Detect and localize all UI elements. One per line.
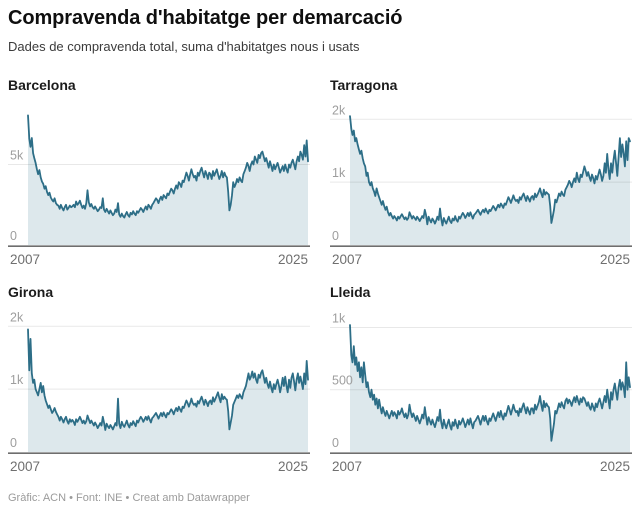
- x-axis-label-start: 2007: [10, 252, 40, 267]
- chart-panel-title: Lleida: [330, 284, 371, 301]
- chart-panel-title: Tarragona: [330, 77, 398, 94]
- y-tick-label: 1k: [332, 311, 346, 325]
- y-tick-label: 1k: [332, 166, 346, 180]
- data-line: [27, 328, 309, 431]
- y-tick-label: 0: [332, 436, 339, 450]
- x-axis-label-start: 2007: [10, 459, 40, 474]
- area-fill: [350, 116, 630, 246]
- y-tick-label: 2k: [10, 310, 24, 324]
- chart-panel-lleida: Lleida 1k 500 0 2007 2025: [330, 284, 632, 476]
- x-axis-label-start: 2007: [332, 459, 362, 474]
- chart-canvas: 2k 1k 0 2007 2025: [8, 310, 310, 474]
- page-subtitle: Dades de compravenda total, suma d'habit…: [8, 39, 360, 54]
- chart-canvas: 5k 0 2007 2025: [8, 114, 310, 267]
- y-tick-label: 5k: [10, 149, 24, 163]
- charts-grid: Barcelona 5k 0 2007 2025 Tarragona 2k 1k 0 2007 20…: [8, 77, 632, 476]
- footer-credit: Gràfic: ACN • Font: INE • Creat amb Data…: [8, 491, 250, 504]
- chart-panel-barcelona: Barcelona 5k 0 2007 2025: [8, 77, 310, 269]
- x-axis-label-end: 2025: [278, 252, 308, 267]
- y-tick-label: 0: [332, 229, 339, 243]
- chart-panel-girona: Girona 2k 1k 0 2007 2025: [8, 284, 310, 476]
- x-axis-label-end: 2025: [600, 459, 630, 474]
- page-title: Compravenda d'habitatge per demarcació: [8, 7, 403, 29]
- y-tick-label: 500: [332, 374, 353, 388]
- y-tick-label: 2k: [332, 103, 346, 117]
- chart-panel-title: Girona: [8, 284, 54, 301]
- x-axis-label-end: 2025: [600, 252, 630, 267]
- y-tick-label: 1k: [10, 373, 24, 387]
- area-fill: [28, 115, 308, 246]
- chart-header: Compravenda d'habitatge per demarcació D…: [8, 6, 630, 55]
- x-axis-label-end: 2025: [278, 459, 308, 474]
- y-tick-label: 0: [10, 436, 17, 450]
- data-line: [27, 114, 309, 219]
- data-line: [349, 115, 631, 227]
- chart-canvas: 2k 1k 0 2007 2025: [330, 103, 632, 267]
- chart-panel-tarragona: Tarragona 2k 1k 0 2007 2025: [330, 77, 632, 269]
- chart-canvas: 1k 500 0 2007 2025: [330, 311, 632, 474]
- x-axis-label-start: 2007: [332, 252, 362, 267]
- y-tick-label: 0: [10, 229, 17, 243]
- area-fill: [350, 324, 630, 452]
- data-line: [349, 323, 631, 442]
- chart-panel-title: Barcelona: [8, 77, 76, 94]
- area-fill: [28, 329, 308, 452]
